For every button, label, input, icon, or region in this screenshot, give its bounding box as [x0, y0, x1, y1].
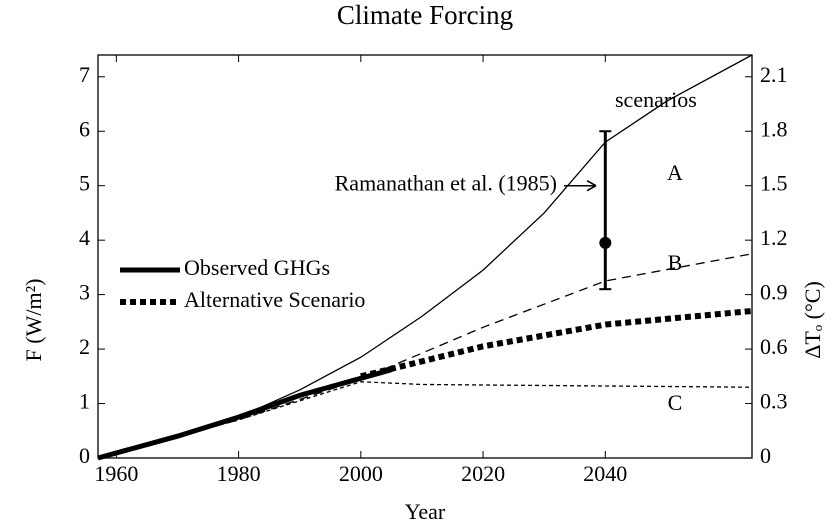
y-tick-label: 4 — [79, 225, 90, 250]
series-line — [360, 307, 753, 380]
x-axis-label: Year — [405, 499, 446, 524]
series-line — [97, 381, 753, 459]
x-tick-label: 2020 — [461, 461, 505, 486]
y2-tick-label: 1.8 — [760, 116, 788, 141]
series-label: B — [668, 250, 683, 275]
y-axis-label: F (W/m²) — [21, 279, 46, 362]
y-tick-label: 6 — [79, 116, 90, 141]
error-point-label: Ramanathan et al. (1985) — [335, 171, 557, 196]
series-label: A — [667, 160, 683, 185]
y-tick-label: 1 — [79, 389, 90, 414]
y2-tick-label: 0.6 — [760, 334, 788, 359]
x-tick-label: 2040 — [583, 461, 627, 486]
series-line — [97, 253, 753, 459]
x-tick-label: 2000 — [339, 461, 383, 486]
y2-tick-label: 0 — [760, 443, 771, 468]
y-tick-label: 7 — [79, 62, 90, 87]
y-tick-label: 3 — [79, 280, 90, 305]
y-tick-label: 0 — [79, 443, 90, 468]
series-line — [97, 367, 393, 461]
y2-tick-label: 1.2 — [760, 225, 788, 250]
plot-frame — [97, 54, 753, 459]
legend-label: Alternative Scenario — [184, 287, 365, 312]
x-tick-label: 1960 — [94, 461, 138, 486]
series-label: C — [668, 390, 683, 415]
y2-tick-label: 2.1 — [760, 62, 788, 87]
y-tick-label: 2 — [79, 334, 90, 359]
x-tick-label: 1980 — [217, 461, 261, 486]
y2-tick-label: 1.5 — [760, 171, 788, 196]
arrow-head — [586, 180, 597, 192]
y-tick-label: 5 — [79, 171, 90, 196]
y2-tick-label: 0.9 — [760, 280, 788, 305]
chart-title: Climate Forcing — [337, 0, 513, 30]
y2-tick-label: 0.3 — [760, 389, 788, 414]
error-point — [599, 236, 612, 249]
y2-axis-label: ΔTₒ (°C) — [800, 281, 825, 359]
legend-label: Observed GHGs — [184, 255, 330, 280]
